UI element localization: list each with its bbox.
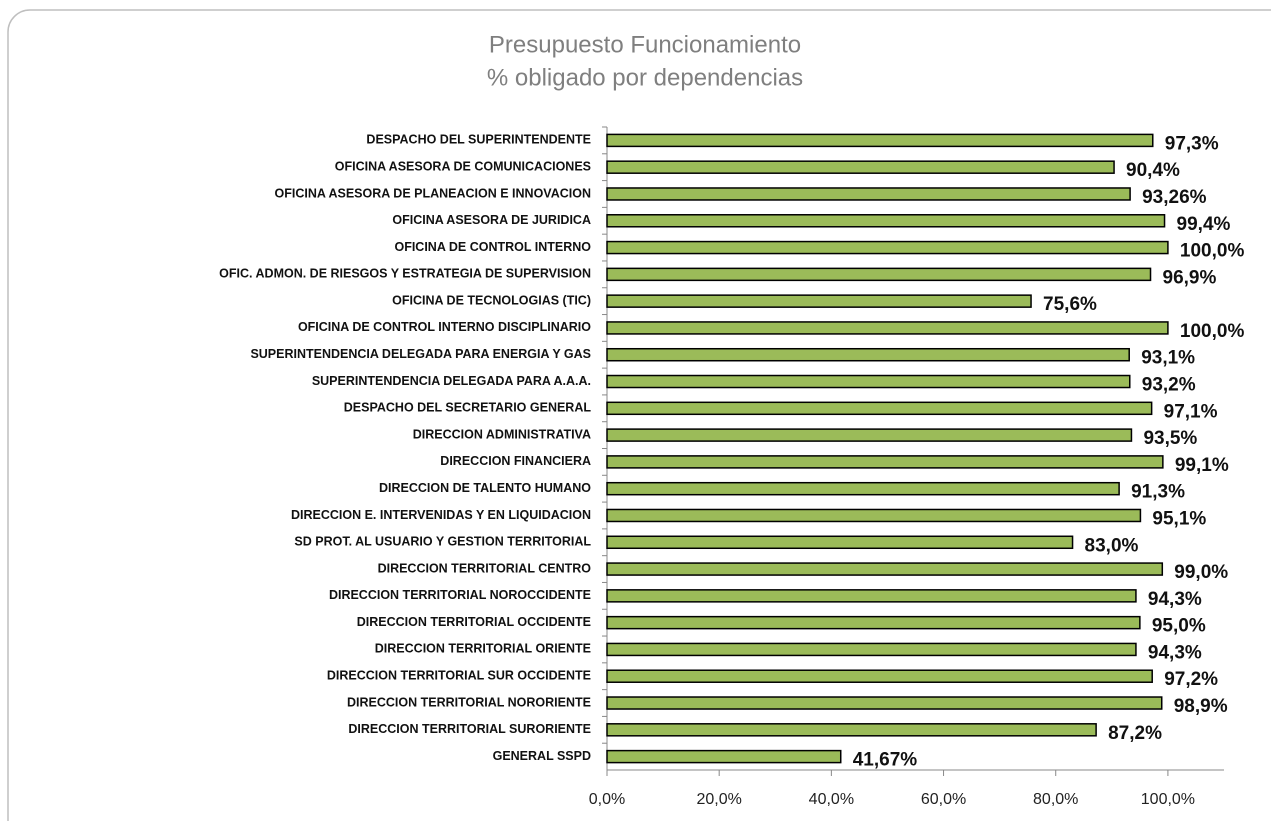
y-tick-label: DIRECCION TERRITORIAL SUR OCCIDENTE [327,669,591,683]
y-tick-label: OFICINA ASESORA DE PLANEACION E INNOVACI… [275,186,591,200]
y-tick-label: OFIC. ADMON. DE RIESGOS Y ESTRATEGIA DE … [219,267,591,281]
bar [606,481,1120,496]
y-tick-label: SD PROT. AL USUARIO Y GESTION TERRITORIA… [294,535,591,549]
value-label: 97,2% [1164,669,1218,690]
value-label: 97,3% [1165,133,1219,154]
bar [606,133,1154,148]
chart-title: Presupuesto Funcionamiento [489,31,801,58]
value-label: 100,0% [1180,241,1245,262]
bar [606,455,1164,469]
bar [606,562,1164,576]
value-label: 83,0% [1085,535,1139,556]
value-label: 90,4% [1126,160,1180,181]
bar [606,749,842,764]
bar [606,669,1153,683]
value-label: 93,1% [1141,348,1195,369]
bar [606,214,1166,228]
bar [606,294,1032,308]
bar [606,642,1137,657]
bar [606,187,1131,201]
y-tick-label: DESPACHO DEL SECRETARIO GENERAL [344,401,592,415]
x-tick-label: 40,0% [809,791,854,808]
bar [606,267,1152,282]
value-label: 91,3% [1131,482,1185,503]
value-label: 99,4% [1177,214,1231,235]
value-label: 98,9% [1174,696,1228,717]
value-label: 99,0% [1174,562,1228,583]
value-label: 41,67% [853,750,918,771]
bar [606,240,1169,255]
bar [606,321,1169,335]
y-tick-label: DIRECCION TERRITORIAL NOROCCIDENTE [329,588,591,602]
value-label: 100,0% [1180,321,1245,342]
value-label: 87,2% [1108,723,1162,744]
value-label: 93,5% [1143,428,1197,449]
y-tick-label: SUPERINTENDENCIA DELEGADA PARA ENERGIA Y… [250,347,591,361]
y-tick-label: DIRECCION TERRITORIAL SURORIENTE [348,722,591,736]
bar [606,696,1163,710]
x-tick-label: 80,0% [1033,791,1078,808]
value-label: 95,0% [1152,616,1206,637]
y-tick-label: DIRECCION E. INTERVENIDAS Y EN LIQUIDACI… [291,508,591,522]
y-tick-label: OFICINA ASESORA DE JURIDICA [392,213,591,227]
bar [606,615,1141,630]
y-tick-label: OFICINA DE TECNOLOGIAS (TIC) [392,293,591,307]
value-label: 93,26% [1142,187,1207,208]
y-tick-label: DIRECCION DE TALENTO HUMANO [379,481,591,495]
value-label: 96,9% [1163,267,1217,288]
y-tick-label: SUPERINTENDENCIA DELEGADA PARA A.A.A. [312,374,591,388]
bar [606,508,1142,523]
value-label: 94,3% [1148,589,1202,610]
bar [606,428,1133,442]
y-tick-label: DIRECCION FINANCIERA [440,454,591,468]
y-tick-label: OFICINA DE CONTROL INTERNO DISCIPLINARIO [298,320,591,334]
x-tick-label: 60,0% [921,791,966,808]
y-tick-label: DIRECCION ADMINISTRATIVA [413,427,591,441]
y-tick-label: DIRECCION TERRITORIAL CENTRO [378,561,592,575]
bar [606,589,1137,603]
y-tick-label: DIRECCION TERRITORIAL ORIENTE [375,642,591,656]
bar [606,723,1097,737]
bar [606,160,1115,174]
value-label: 97,1% [1164,401,1218,422]
bar [606,401,1153,416]
x-tick-label: 100,0% [1141,791,1195,808]
bar [606,374,1131,389]
y-tick-label: DIRECCION TERRITORIAL NORORIENTE [347,695,591,709]
chart-subtitle: % obligado por dependencias [487,64,803,91]
bar [606,347,1130,362]
value-label: 95,1% [1152,508,1206,529]
y-tick-label: DESPACHO DEL SUPERINTENDENTE [366,133,591,147]
bar [606,535,1074,550]
value-label: 99,1% [1175,455,1229,476]
y-tick-label: OFICINA ASESORA DE COMUNICACIONES [335,159,591,173]
x-tick-label: 20,0% [696,791,741,808]
value-label: 93,2% [1142,375,1196,396]
value-label: 94,3% [1148,642,1202,663]
y-tick-label: OFICINA DE CONTROL INTERNO [394,240,591,254]
value-label: 75,6% [1043,294,1097,315]
y-tick-label: GENERAL SSPD [493,749,591,763]
y-tick-label: DIRECCION TERRITORIAL OCCIDENTE [357,615,591,629]
x-tick-label: 0,0% [589,791,625,808]
